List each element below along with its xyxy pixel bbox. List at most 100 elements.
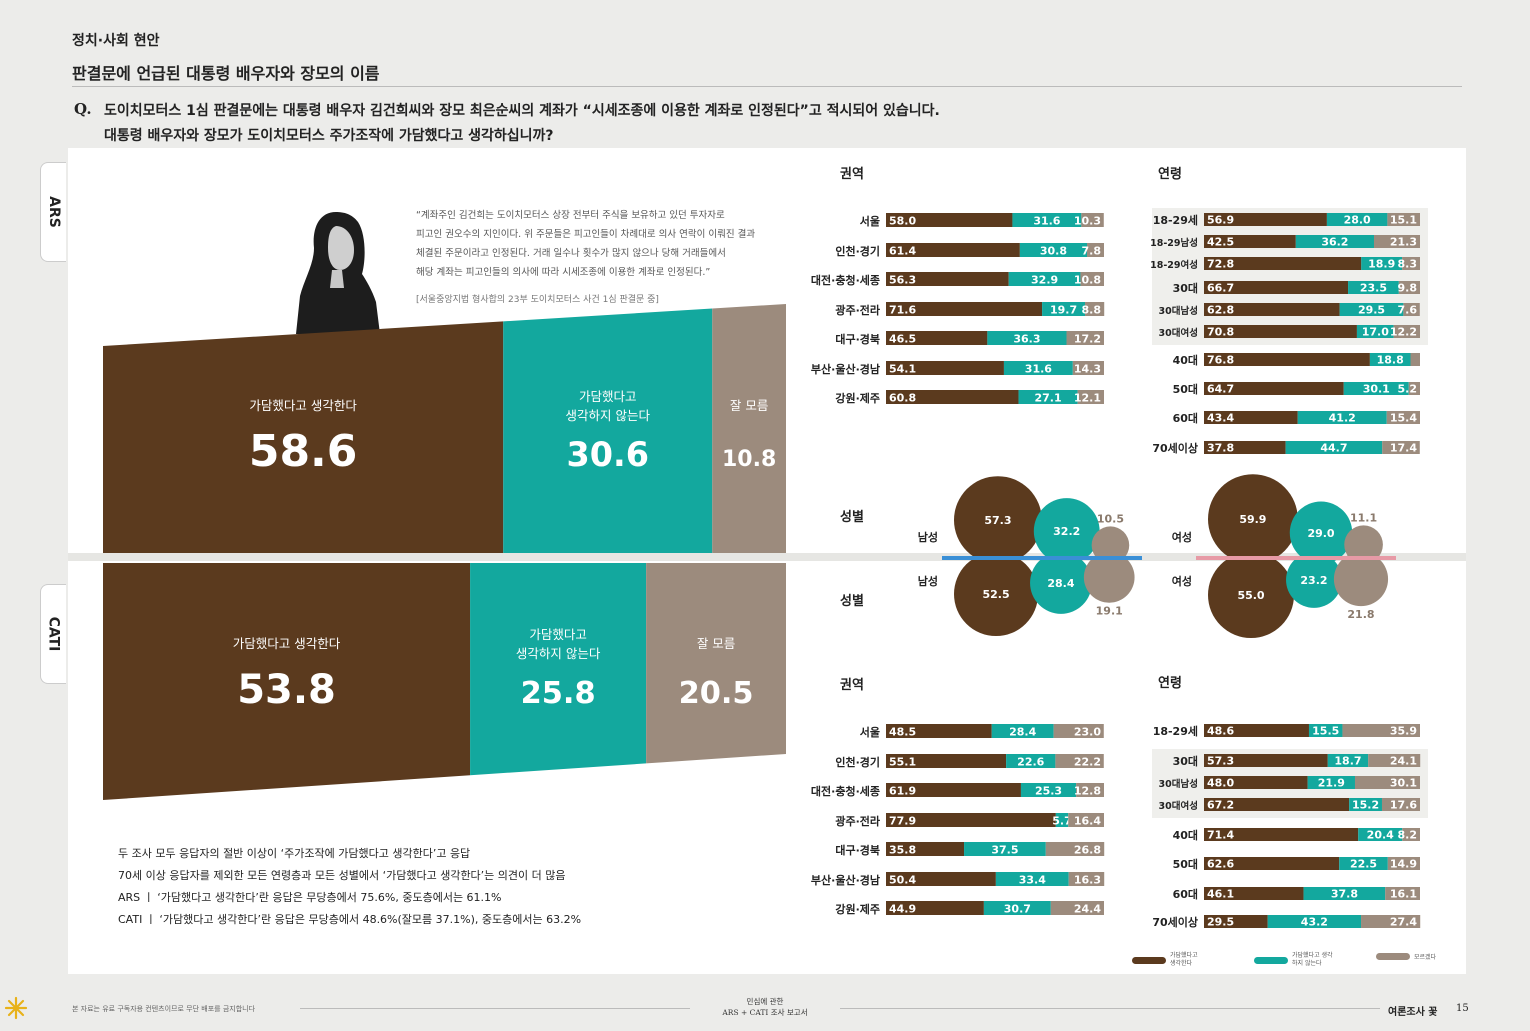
row-label: 인천·경기	[835, 244, 880, 258]
bar-value: 17.4	[1390, 442, 1417, 455]
bar-value: 15.1	[1390, 214, 1417, 227]
overall-bar-value: 53.8	[237, 667, 336, 713]
bar-value: 31.6	[1025, 363, 1052, 376]
gender-bubble	[1030, 552, 1092, 614]
bar-segment	[995, 872, 1069, 886]
bar-value: 56.3	[889, 274, 916, 287]
section-heading: 권역	[840, 677, 864, 693]
bar-value: 62.8	[1207, 304, 1234, 317]
bar-value: 67.2	[1207, 799, 1234, 812]
footer-report-line-2: ARS + CATI 조사 보고서	[722, 1008, 808, 1017]
bar-segment	[886, 842, 965, 856]
bar-segment	[1339, 303, 1404, 316]
bar-value: 8.8	[1082, 304, 1102, 317]
bar-value: 18.7	[1334, 755, 1361, 768]
row-label: 40대	[1173, 828, 1198, 842]
bar-value: 64.7	[1207, 383, 1234, 396]
bar-segment	[1308, 724, 1343, 737]
section-heading: 연령	[1158, 676, 1182, 691]
bar-segment	[1402, 828, 1420, 841]
row-label: 대전·충청·세종	[811, 273, 880, 287]
bar-value: 50.4	[889, 874, 916, 887]
bubble-value: 21.8	[1347, 608, 1374, 621]
quote-line: “계좌주인 김건희는 도이치모터스 상장 전부터 주식을 보유하고 있던 투자자…	[416, 210, 725, 221]
row-label: 대전·충청·세종	[811, 784, 880, 798]
bar-value: 72.8	[1207, 258, 1234, 271]
male-axis-line	[942, 556, 1142, 560]
gender-bubble	[1286, 552, 1342, 608]
bubble-value: 55.0	[1237, 589, 1264, 602]
sun-logo-icon	[4, 996, 28, 1020]
bar-segment	[964, 842, 1046, 856]
bar-segment	[1385, 887, 1420, 900]
section-heading: 성별	[840, 509, 864, 525]
row-label: 18-29여성	[1150, 259, 1198, 271]
gender-label: 여성	[1172, 574, 1192, 588]
bar-value: 71.4	[1207, 829, 1234, 842]
bar-value: 8.3	[1398, 258, 1418, 271]
bar-value: 12.8	[1074, 785, 1101, 798]
bar-segment	[1297, 411, 1387, 424]
bar-segment	[1348, 281, 1399, 294]
legend-label-b: 가담했다고 생각하지 않는다	[1292, 952, 1333, 967]
bar-value: 15.4	[1390, 412, 1417, 425]
bar-value: 22.6	[1017, 756, 1044, 769]
overall-bar-2	[503, 308, 713, 553]
bar-segment	[1408, 382, 1420, 395]
bar-value: 60.8	[889, 392, 916, 405]
bar-value: 16.4	[1074, 815, 1101, 828]
bar-segment	[1003, 361, 1073, 375]
bar-value: 35.8	[889, 844, 916, 857]
bar-value: 27.4	[1390, 916, 1417, 929]
bar-segment	[886, 724, 992, 738]
tab-ars[interactable]: ARS	[40, 162, 66, 262]
bar-value: 56.9	[1207, 214, 1234, 227]
tab-cati[interactable]: CATI	[40, 584, 66, 684]
bar-segment	[1053, 724, 1104, 738]
bar-value: 12.2	[1390, 326, 1417, 339]
bar-value: 71.6	[889, 304, 916, 317]
row-label: 60대	[1173, 887, 1198, 901]
bar-value: 37.5	[991, 844, 1018, 857]
bar-segment	[1020, 783, 1077, 797]
bar-segment	[1204, 257, 1362, 270]
row-label: 부산·울산·경남	[811, 362, 880, 376]
bar-value: 57.3	[1207, 755, 1234, 768]
bar-segment	[1018, 390, 1078, 404]
overall-bar-1	[103, 563, 471, 800]
bar-segment	[1369, 353, 1411, 366]
bar-value: 17.2	[1074, 333, 1101, 346]
overall-bar-3	[646, 563, 786, 764]
quote-line: 체결된 주문이라고 인정된다. 거래 일수나 횟수가 많지 않으나 당해 거래들…	[416, 248, 726, 259]
overall-bar-label: 잘 모름	[730, 398, 768, 413]
row-label: 18-29남성	[1150, 237, 1198, 249]
overall-bar-value: 10.8	[722, 447, 776, 472]
bar-segment	[1358, 828, 1403, 841]
bar-segment	[1076, 783, 1104, 797]
footer-report-line-1: 민심에 관한	[746, 997, 784, 1006]
bar-value: 61.9	[889, 785, 916, 798]
question-mark: Q.	[74, 100, 92, 118]
bar-value: 37.8	[1331, 888, 1358, 901]
gender-bubble	[1289, 501, 1353, 564]
question-line-2: 대통령 배우자와 장모가 도이치모터스 주가조작에 가담했다고 생각하십니까?	[104, 128, 554, 144]
bar-segment	[1055, 813, 1069, 827]
bar-segment	[1081, 213, 1104, 227]
bar-segment	[983, 901, 1051, 915]
bar-value: 46.5	[889, 333, 916, 346]
legend-item-b: 가담했다고 생각하지 않는다	[1254, 952, 1336, 968]
bar-segment	[1019, 243, 1087, 257]
bar-segment	[886, 302, 1043, 316]
bar-value: 41.2	[1329, 412, 1356, 425]
bubble-value: 11.1	[1350, 511, 1377, 524]
bubble-value: 52.5	[982, 588, 1009, 601]
overall-bar-label: 생각하지 않는다	[516, 646, 601, 661]
row-label: 30대여성	[1159, 327, 1198, 339]
bar-segment	[1204, 382, 1344, 395]
bar-segment	[1072, 361, 1104, 375]
bar-segment	[1204, 441, 1286, 454]
bar-segment	[1204, 798, 1350, 811]
note-line: 두 조사 모두 응답자의 절반 이상이 ‘주가조작에 가담했다고 생각한다’고 …	[118, 847, 471, 860]
bar-value: 26.8	[1074, 844, 1101, 857]
gender-label: 남성	[918, 574, 938, 588]
